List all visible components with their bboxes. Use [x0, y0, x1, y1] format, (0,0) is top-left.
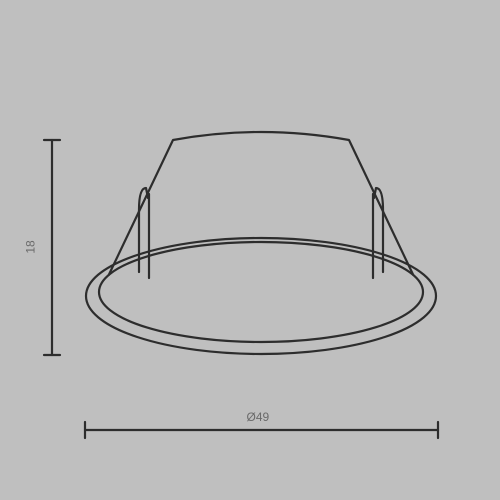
height-dimension-label: 18	[24, 240, 38, 253]
diameter-dimension-label: Ø49	[247, 410, 270, 424]
technical-drawing: 18 Ø49	[0, 0, 500, 500]
drawing-svg	[0, 0, 500, 500]
